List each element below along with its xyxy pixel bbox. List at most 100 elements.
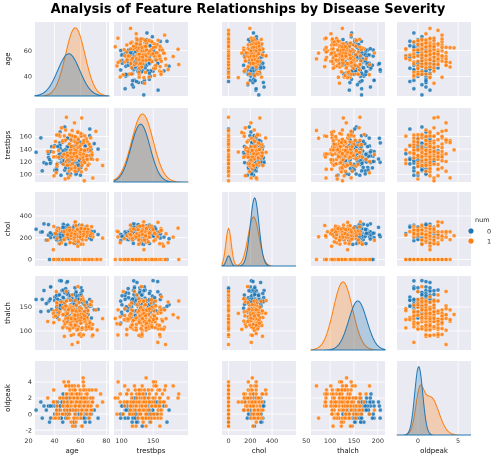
point-series-1 — [357, 138, 363, 143]
point-series-1 — [435, 137, 441, 142]
point-series-1 — [342, 231, 348, 236]
point-series-1 — [126, 53, 131, 59]
point-series-1 — [447, 175, 453, 181]
point-series-0 — [363, 152, 369, 157]
panel-thalch-vs-thalch — [310, 276, 386, 351]
point-series-1 — [427, 44, 433, 49]
point-series-1 — [134, 292, 139, 298]
point-series-1 — [323, 36, 329, 41]
point-series-1 — [251, 44, 257, 50]
point-series-0 — [363, 171, 368, 177]
point-series-0 — [407, 157, 413, 162]
point-series-1 — [226, 75, 231, 80]
point-series-1 — [419, 222, 425, 228]
point-series-0 — [407, 39, 413, 44]
point-series-1 — [82, 160, 87, 165]
point-series-1 — [134, 41, 139, 47]
point-series-1 — [155, 340, 160, 345]
point-series-0 — [48, 230, 53, 236]
point-series-1 — [356, 237, 361, 243]
point-series-0 — [261, 84, 267, 90]
point-series-0 — [58, 173, 64, 178]
point-series-1 — [153, 63, 158, 68]
point-series-1 — [85, 308, 91, 313]
point-series-1 — [443, 306, 449, 311]
panel-age-vs-oldpeak — [397, 22, 471, 98]
point-series-1 — [226, 154, 231, 159]
point-series-1 — [447, 257, 453, 262]
point-series-1 — [345, 247, 350, 252]
point-series-1 — [133, 61, 139, 66]
point-series-1 — [427, 130, 433, 135]
point-series-1 — [339, 53, 345, 59]
point-series-1 — [163, 231, 169, 236]
point-series-1 — [157, 241, 162, 246]
point-series-1 — [128, 61, 133, 66]
point-series-1 — [415, 59, 421, 64]
point-series-1 — [82, 302, 87, 308]
point-series-1 — [361, 132, 367, 137]
point-series-1 — [75, 227, 80, 232]
point-series-0 — [38, 399, 43, 405]
point-series-1 — [54, 236, 60, 241]
point-series-1 — [427, 36, 433, 41]
point-series-0 — [411, 278, 417, 283]
point-series-1 — [336, 75, 341, 80]
point-series-1 — [250, 302, 255, 307]
point-series-1 — [403, 317, 409, 322]
point-series-0 — [368, 236, 373, 242]
point-series-1 — [89, 224, 94, 229]
point-series-1 — [65, 163, 70, 168]
point-series-1 — [330, 36, 335, 42]
point-series-1 — [143, 38, 148, 43]
point-series-1 — [341, 173, 347, 178]
point-series-1 — [330, 46, 336, 51]
point-series-1 — [95, 257, 100, 262]
point-series-1 — [435, 257, 441, 262]
point-series-1 — [137, 51, 142, 57]
point-series-1 — [63, 127, 68, 133]
point-series-1 — [443, 45, 449, 50]
point-series-1 — [256, 51, 261, 56]
point-series-1 — [51, 154, 56, 159]
point-series-1 — [62, 334, 67, 339]
point-series-1 — [82, 257, 87, 262]
point-series-1 — [252, 73, 257, 78]
point-series-1 — [93, 307, 99, 313]
point-series-1 — [431, 134, 437, 139]
point-series-0 — [377, 61, 382, 66]
point-series-1 — [51, 173, 57, 178]
point-series-0 — [359, 86, 364, 91]
point-series-0 — [119, 302, 125, 307]
point-series-1 — [100, 163, 105, 168]
point-series-1 — [439, 158, 445, 163]
point-series-1 — [332, 142, 337, 147]
point-series-1 — [139, 284, 144, 289]
point-series-1 — [153, 303, 158, 309]
point-series-1 — [76, 137, 81, 142]
point-series-1 — [407, 229, 413, 234]
point-series-1 — [260, 163, 266, 168]
point-series-0 — [59, 278, 64, 283]
point-series-1 — [72, 257, 78, 262]
point-series-0 — [371, 231, 376, 236]
point-series-1 — [367, 72, 372, 77]
point-series-1 — [363, 56, 369, 62]
point-series-0 — [419, 124, 425, 130]
point-series-0 — [423, 78, 429, 83]
point-series-1 — [423, 311, 429, 316]
point-series-0 — [367, 136, 372, 141]
point-series-1 — [146, 74, 152, 80]
point-series-1 — [431, 157, 437, 162]
point-series-1 — [226, 313, 231, 318]
point-series-1 — [343, 169, 348, 174]
point-series-1 — [423, 138, 429, 143]
point-series-1 — [341, 115, 346, 121]
point-series-1 — [335, 226, 341, 231]
point-series-1 — [423, 44, 429, 50]
point-series-1 — [259, 37, 264, 42]
point-series-1 — [423, 134, 429, 139]
point-series-0 — [359, 161, 365, 166]
point-series-0 — [166, 236, 172, 241]
point-series-0 — [95, 232, 101, 237]
